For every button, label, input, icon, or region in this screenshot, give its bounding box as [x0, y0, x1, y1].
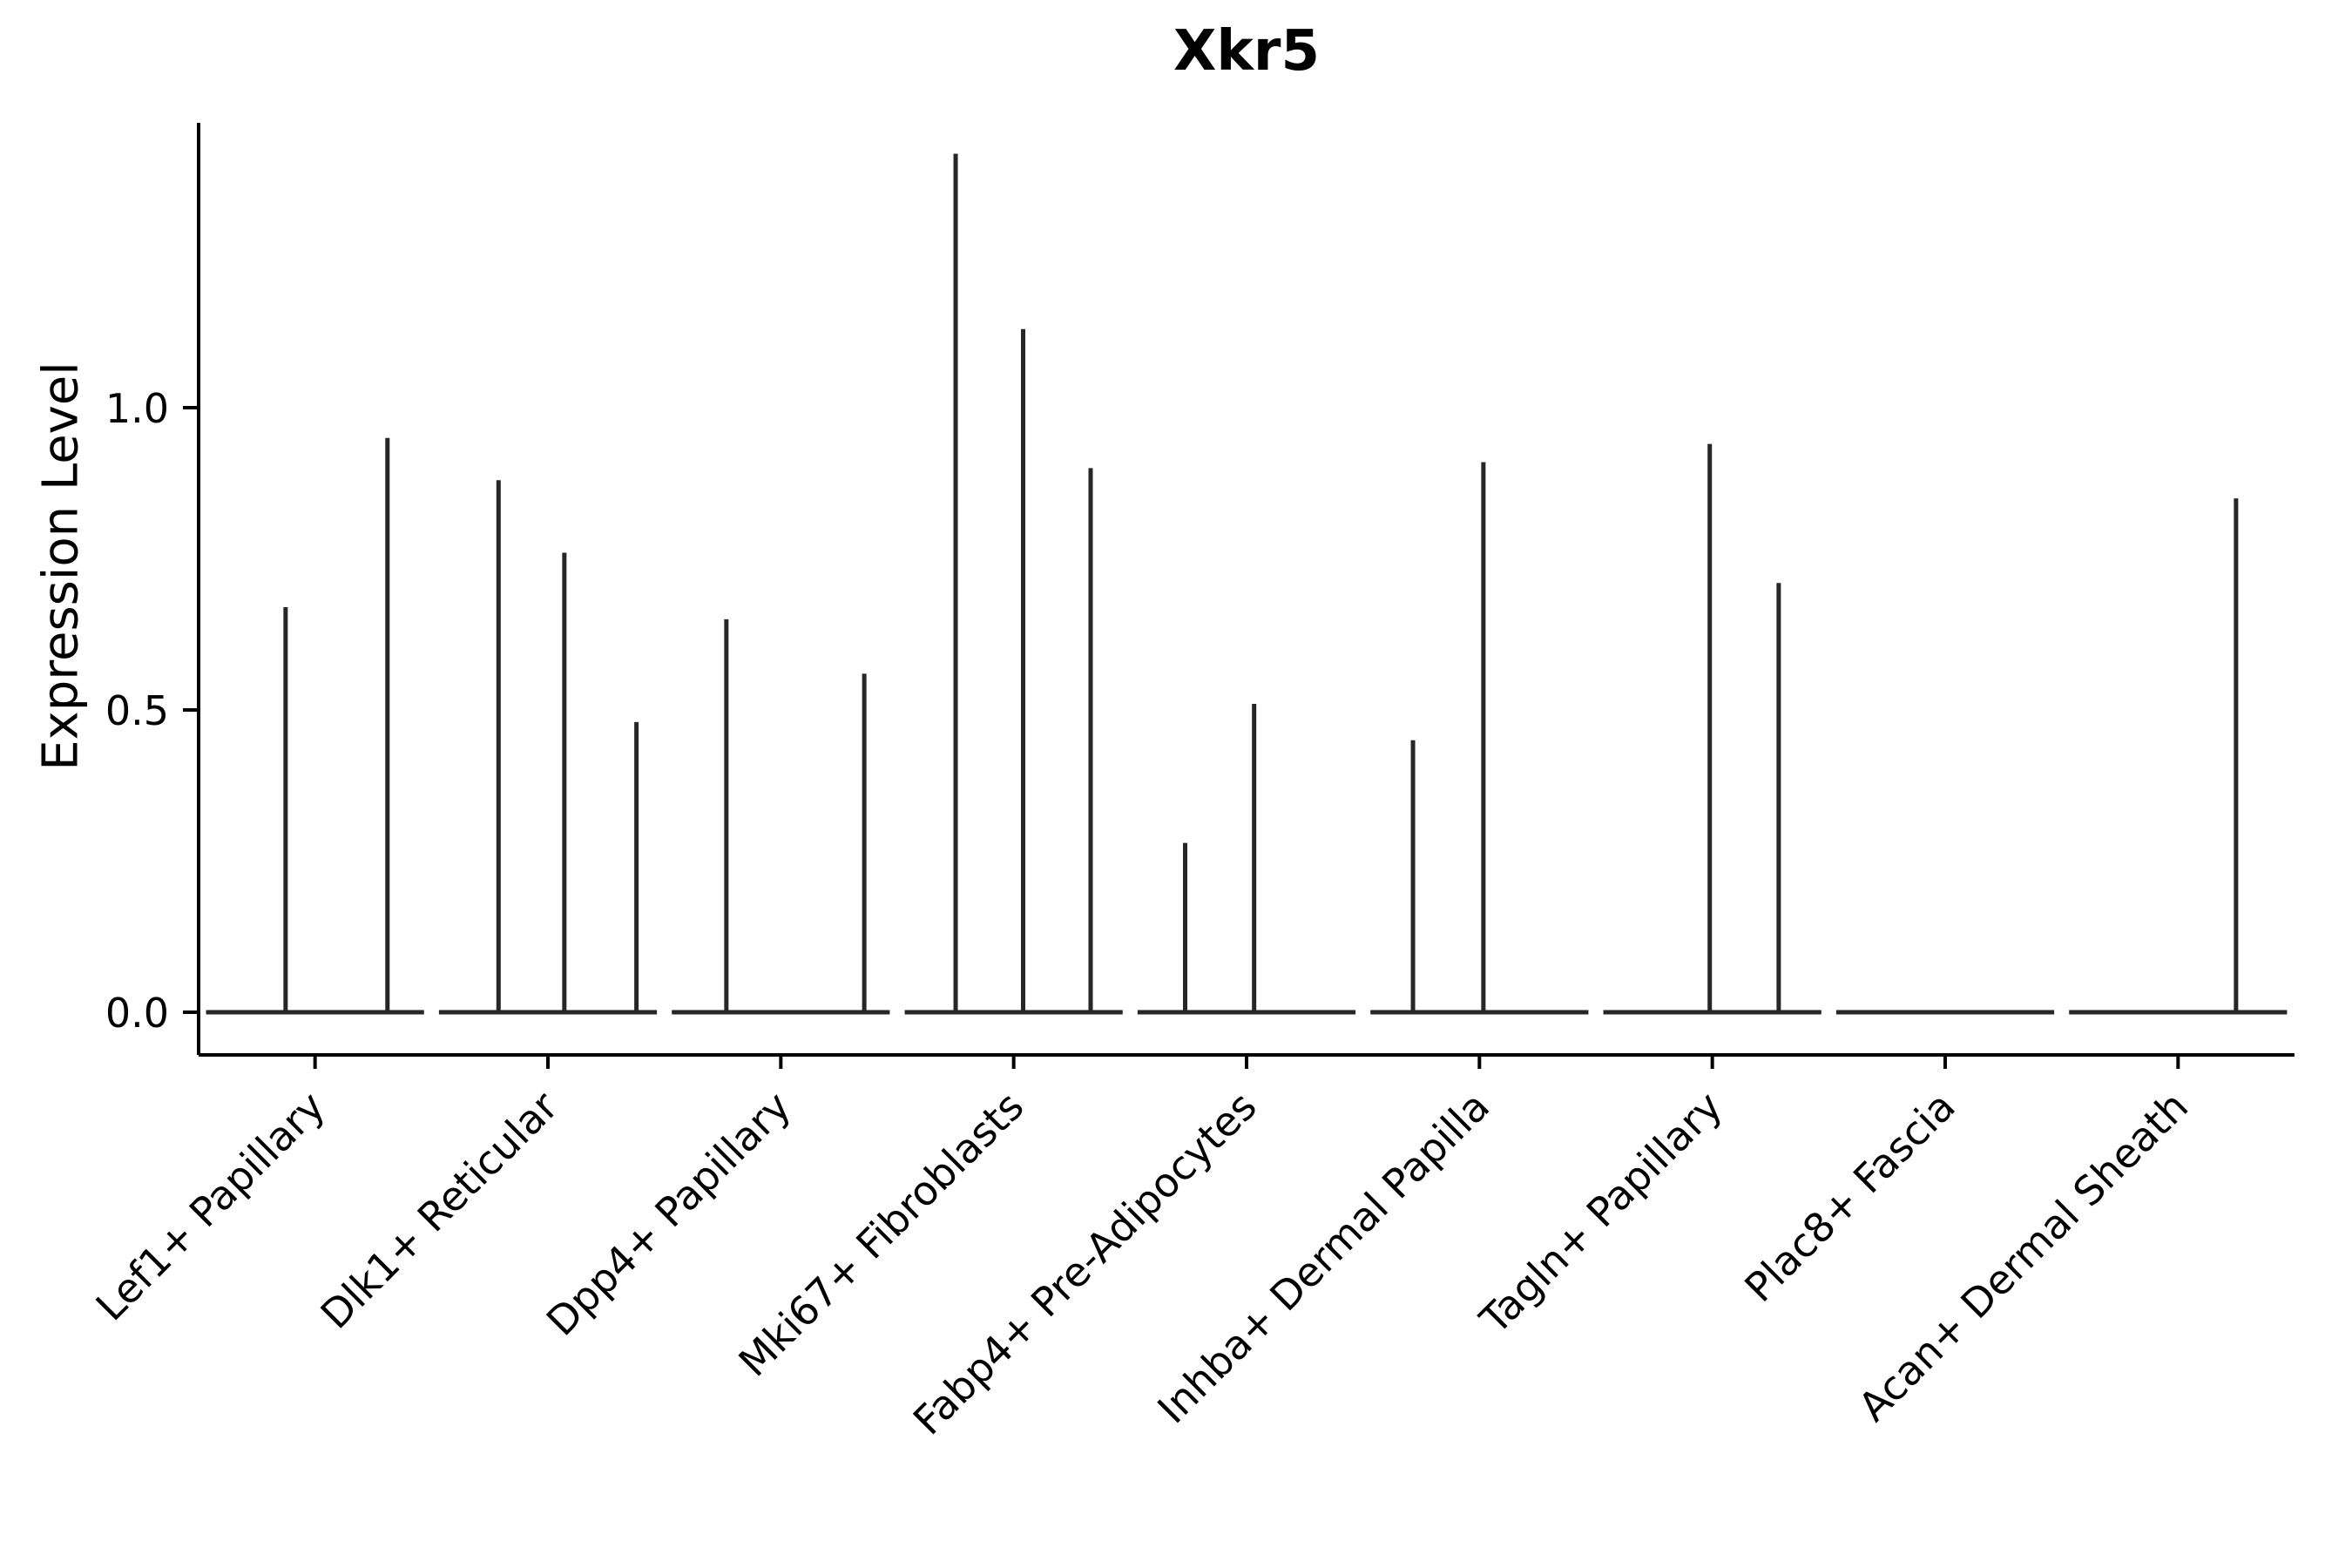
x-category-label: Dlk1+ Reticular — [312, 1083, 567, 1338]
y-tick-label: 0.5 — [105, 687, 169, 734]
chart-title: Xkr5 — [1173, 19, 1320, 84]
y-tick-label: 1.0 — [105, 385, 169, 432]
y-tick-label: 0.0 — [105, 990, 169, 1037]
x-category-label: Plac8+ Fascia — [1735, 1083, 1963, 1311]
x-category-label: Tagln+ Papillary — [1470, 1083, 1732, 1344]
x-category-label: Dpp4+ Papillary — [537, 1083, 800, 1345]
x-category-label: Lef1+ Papillary — [87, 1083, 335, 1330]
